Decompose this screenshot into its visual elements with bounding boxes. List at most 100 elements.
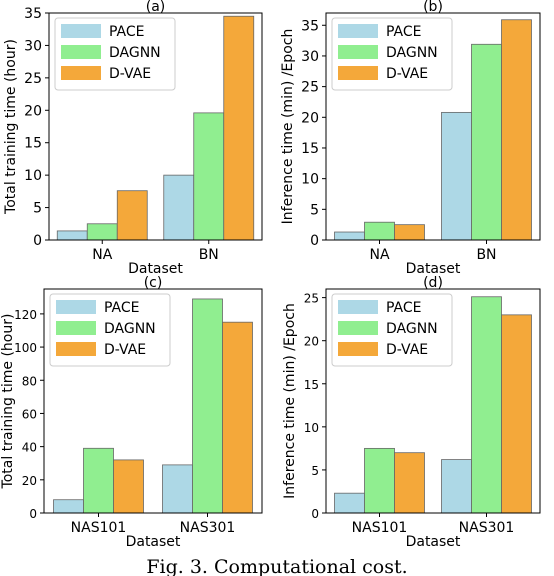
legend-label: DAGNN	[104, 321, 156, 337]
bar-pace-nas301	[441, 459, 472, 514]
bar-pace-nas101	[334, 492, 365, 514]
legend-swatch-pace	[56, 300, 96, 314]
y-axis-label: Total training time (hour)	[3, 39, 19, 215]
y-tick-label: 25	[304, 292, 319, 306]
bar-pace-bn	[441, 111, 472, 241]
y-tick-label: 0	[29, 507, 37, 521]
bar-dvae-nas301	[501, 314, 532, 514]
x-tick-label: NAS301	[180, 520, 236, 536]
legend-label: PACE	[386, 300, 422, 316]
bar-dvae-bn	[501, 19, 532, 241]
y-tick-label: 0	[311, 507, 319, 521]
y-axis-label: Inference time (min) /Epoch	[282, 303, 298, 499]
legend-label: DAGNN	[386, 321, 438, 337]
y-tick-label: 20	[22, 474, 37, 488]
legend-label: D-VAE	[104, 342, 146, 358]
bar-dvae-nas101	[113, 459, 144, 514]
y-tick-label: 5	[33, 201, 42, 217]
axes-frame	[325, 12, 541, 241]
legend-swatch-dvae	[61, 66, 101, 80]
bar-dvae-na	[116, 190, 148, 241]
y-tick-label: 15	[301, 141, 319, 157]
panel-title: (d)	[423, 275, 443, 291]
bar-pace-nas101	[53, 499, 84, 514]
axes-frame	[43, 288, 263, 514]
panel-title: (a)	[146, 0, 166, 15]
chart-panel-d: 0 5 10 15 20 25 NAS101 NAS301 (d) Dataset Inferenc…	[282, 275, 541, 550]
bar-dagnn-na	[364, 221, 395, 241]
x-tick-label: NAS101	[352, 520, 408, 536]
legend-label: DAGNN	[386, 45, 438, 61]
legend-swatch-dagnn	[338, 45, 378, 59]
y-tick-label: 5	[311, 464, 319, 478]
legend-label: D-VAE	[386, 342, 428, 358]
bar-pace-na	[334, 231, 365, 241]
y-tick-label: 0	[33, 233, 42, 249]
y-tick-label: 35	[301, 18, 319, 34]
bar-dagnn-nas301	[192, 298, 223, 514]
legend-label: D-VAE	[386, 66, 428, 82]
bar-dagnn-bn	[193, 112, 225, 241]
y-tick-label: 10	[301, 172, 319, 188]
y-tick-label: 80	[22, 374, 37, 388]
figure-caption: Fig. 3. Computational cost.	[146, 556, 407, 576]
y-tick-label: 10	[304, 421, 319, 435]
chart-panel-b: 0 5 10 15 20 25 30 35 NA BN (b) Dataset Inference ti…	[280, 0, 541, 277]
y-tick-label: 20	[301, 110, 319, 126]
x-axis-label: Dataset	[406, 534, 461, 550]
x-tick-label: NAS301	[459, 520, 515, 536]
y-tick-label: 15	[24, 136, 42, 152]
y-tick-label: 40	[22, 441, 37, 455]
bar-dagnn-bn	[471, 43, 502, 241]
bar-dagnn-na	[86, 223, 118, 241]
x-tick-label: NA	[369, 247, 389, 263]
y-tick-label: 30	[24, 38, 42, 54]
x-tick-label: BN	[199, 247, 219, 263]
legend-swatch-dagnn	[338, 321, 378, 335]
legend-swatch-dvae	[338, 342, 378, 356]
bar-dagnn-nas101	[83, 447, 114, 514]
bar-dvae-nas301	[222, 321, 253, 514]
y-tick-label: 15	[304, 378, 319, 392]
bar-dagnn-nas101	[364, 447, 395, 514]
legend-swatch-pace	[338, 24, 378, 38]
legend-swatch-dagnn	[56, 321, 96, 335]
y-tick-label: 25	[301, 80, 319, 96]
y-tick-label: 100	[14, 341, 37, 355]
legend-swatch-dvae	[56, 342, 96, 356]
y-tick-label: 10	[24, 168, 42, 184]
legend-label: PACE	[109, 24, 145, 40]
legend-swatch-pace	[338, 300, 378, 314]
x-tick-label: BN	[476, 247, 496, 263]
bar-dvae-nas101	[394, 452, 425, 514]
legend-swatch-dvae	[338, 66, 378, 80]
y-tick-label: 20	[304, 335, 319, 349]
legend-label: PACE	[386, 24, 422, 40]
y-tick-label: 20	[24, 103, 42, 119]
legend-swatch-dagnn	[61, 45, 101, 59]
x-tick-label: NAS101	[71, 520, 127, 536]
x-tick-label: NA	[92, 247, 112, 263]
y-tick-label: 35	[24, 6, 42, 22]
y-tick-label: 5	[310, 202, 319, 218]
x-axis-label: Dataset	[406, 261, 461, 277]
y-axis-label: Total training time (hour)	[0, 314, 16, 490]
bar-dvae-na	[394, 224, 425, 241]
panel-title: (b)	[423, 0, 443, 15]
chart-panel-a: 0 5 10 15 20 25 30 35 NA BN (a) Dataset Total traini…	[3, 0, 263, 277]
bar-pace-nas301	[162, 464, 193, 514]
y-tick-label: 0	[310, 233, 319, 249]
axes-frame	[325, 288, 541, 514]
y-tick-label: 120	[14, 308, 37, 322]
bar-dagnn-nas301	[471, 296, 502, 514]
chart-panels: 0 5 10 15 20 25 30 35 NA BN (a) Dataset Total traini…	[0, 0, 541, 550]
axes-frame	[48, 12, 263, 241]
legend-swatch-pace	[61, 24, 101, 38]
bar-dvae-bn	[223, 15, 255, 241]
y-tick-label: 25	[24, 71, 42, 87]
panel-title: (c)	[144, 275, 163, 291]
bar-pace-na	[56, 230, 88, 241]
chart-panel-c: 0 20 40 60 80 100 120 NAS101 NAS301 (c) Dataset Tot…	[0, 275, 263, 550]
y-tick-label: 30	[301, 49, 319, 65]
